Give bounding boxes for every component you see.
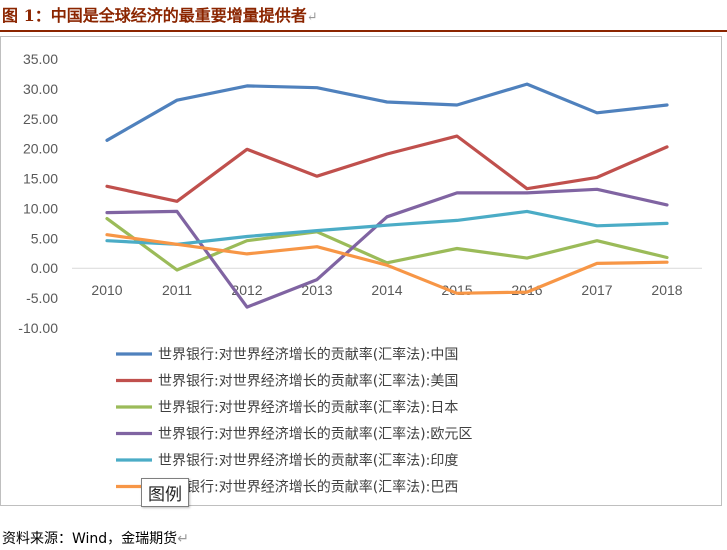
legend-tooltip: 图例 xyxy=(141,478,189,507)
source-return-mark: ↵ xyxy=(177,531,189,547)
y-tick-label: 0.00 xyxy=(31,260,58,276)
y-tick-label: 35.00 xyxy=(23,51,58,67)
y-tick-label: 20.00 xyxy=(23,141,58,157)
y-tick-label: 30.00 xyxy=(23,81,58,97)
y-tick-label: -5.00 xyxy=(26,290,58,306)
legend-label-2: 世界银行:对世界经济增长的贡献率(汇率法):日本 xyxy=(158,399,458,416)
chart-frame xyxy=(0,36,722,506)
x-tick-label: 2016 xyxy=(511,282,542,298)
series-line-1 xyxy=(105,134,669,203)
legend-label-5: 世界银行:对世界经济增长的贡献率(汇率法):巴西 xyxy=(158,479,458,496)
series-line-0 xyxy=(105,82,669,142)
legend-label-3: 世界银行:对世界经济增长的贡献率(汇率法):欧元区 xyxy=(158,426,472,443)
series-line-5 xyxy=(105,233,669,295)
figure-title: 图 1：中国是全球经济的最重要增量提供者↵ xyxy=(2,2,318,26)
y-tick-label: 5.00 xyxy=(31,230,58,246)
x-tick-label: 2014 xyxy=(371,282,402,298)
source-note: 资料来源：Wind，金瑞期货↵ xyxy=(2,528,189,548)
legend-label-1: 世界银行:对世界经济增长的贡献率(汇率法):美国 xyxy=(158,373,458,390)
return-mark: ↵ xyxy=(306,10,318,25)
title-rule xyxy=(0,30,727,32)
x-tick-label: 2017 xyxy=(581,282,612,298)
figure-title-text: 图 1：中国是全球经济的最重要增量提供者 xyxy=(2,6,307,25)
x-tick-label: 2010 xyxy=(91,282,122,298)
series-line-4 xyxy=(105,209,669,246)
x-tick-label: 2018 xyxy=(651,282,682,298)
legend-label-4: 世界银行:对世界经济增长的贡献率(汇率法):印度 xyxy=(158,452,458,469)
x-tick-label: 2011 xyxy=(162,282,192,298)
x-tick-label: 2013 xyxy=(301,282,332,298)
source-text: 资料来源：Wind，金瑞期货 xyxy=(2,531,178,547)
y-tick-label: 25.00 xyxy=(23,111,58,127)
y-tick-label: 10.00 xyxy=(23,200,58,216)
y-tick-label: -10.00 xyxy=(18,320,58,336)
y-tick-label: 15.00 xyxy=(23,171,58,187)
series-line-2 xyxy=(105,217,669,272)
legend-label-0: 世界银行:对世界经济增长的贡献率(汇率法):中国 xyxy=(158,346,458,363)
